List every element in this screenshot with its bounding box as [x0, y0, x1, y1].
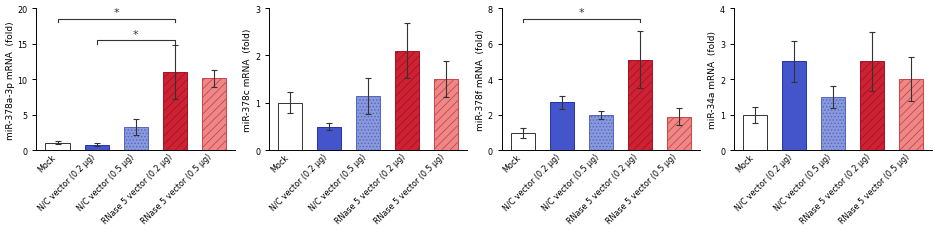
Bar — [860, 62, 885, 151]
Bar — [782, 62, 807, 151]
Bar — [821, 97, 845, 151]
Bar — [395, 52, 419, 151]
Bar — [667, 117, 691, 151]
Bar — [743, 115, 767, 151]
Y-axis label: miR-378a-3p mRNA  (fold): miR-378a-3p mRNA (fold) — [6, 21, 15, 139]
Bar — [124, 127, 147, 151]
Bar — [317, 127, 341, 151]
Bar — [510, 133, 535, 151]
Bar — [202, 79, 226, 151]
Text: *: * — [579, 8, 584, 18]
Y-axis label: miR-34a mRNA  (fold): miR-34a mRNA (fold) — [708, 31, 718, 129]
Bar — [434, 80, 459, 151]
Bar — [589, 115, 613, 151]
Y-axis label: miR-378f mRNA  (fold): miR-378f mRNA (fold) — [476, 29, 485, 131]
Text: *: * — [133, 30, 139, 40]
Bar — [84, 145, 109, 151]
Bar — [550, 103, 574, 151]
Y-axis label: miR-378c mRNA  (fold): miR-378c mRNA (fold) — [243, 28, 252, 131]
Bar — [900, 80, 923, 151]
Bar — [628, 60, 652, 151]
Bar — [162, 73, 187, 151]
Bar — [278, 103, 302, 151]
Text: *: * — [113, 8, 119, 18]
Bar — [46, 143, 69, 151]
Bar — [356, 96, 380, 151]
